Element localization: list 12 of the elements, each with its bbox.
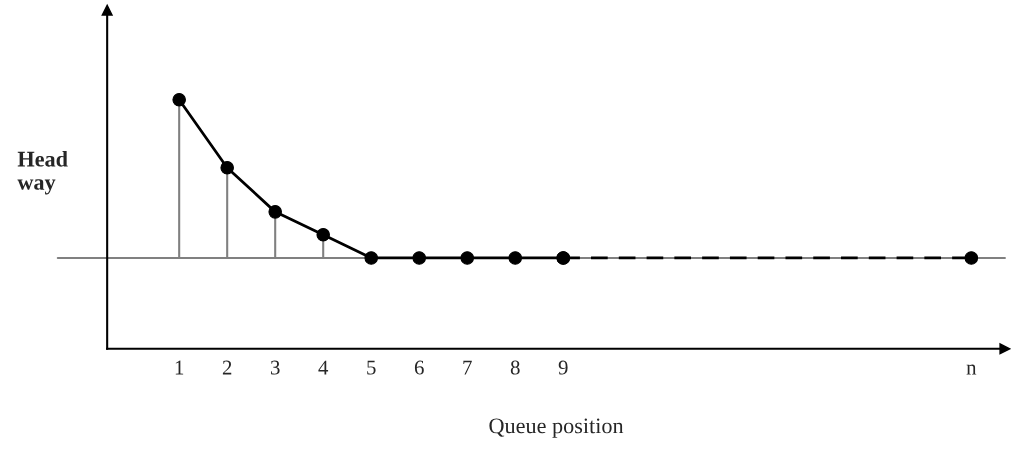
x-tick-label: 4 <box>318 360 329 375</box>
x-tick-label: 5 <box>367 360 376 375</box>
x-tick-label: 6 <box>414 360 424 375</box>
x-tick-label: 1 <box>175 360 184 375</box>
x-tick-label: 9 <box>558 360 568 375</box>
y-axis-title: Head way <box>17 150 68 195</box>
x-tick-label: 7 <box>463 360 472 375</box>
x-axis-title: Queue position <box>489 418 624 438</box>
x-tick-label: 8 <box>510 360 520 375</box>
x-tick-label: 3 <box>270 360 280 375</box>
x-tick-label: 2 <box>222 360 232 375</box>
x-tick-label: n <box>966 364 977 375</box>
